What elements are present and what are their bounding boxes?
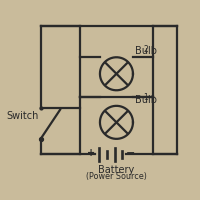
Text: Switch: Switch — [6, 111, 39, 121]
Text: Bulb: Bulb — [135, 46, 157, 56]
Text: +: + — [87, 148, 95, 158]
Text: Battery: Battery — [98, 165, 135, 175]
Text: 2: 2 — [144, 45, 148, 54]
Text: −: − — [125, 148, 135, 158]
Text: 1: 1 — [144, 93, 148, 102]
Text: Bulb: Bulb — [135, 95, 157, 105]
Text: (Power Source): (Power Source) — [86, 172, 147, 181]
